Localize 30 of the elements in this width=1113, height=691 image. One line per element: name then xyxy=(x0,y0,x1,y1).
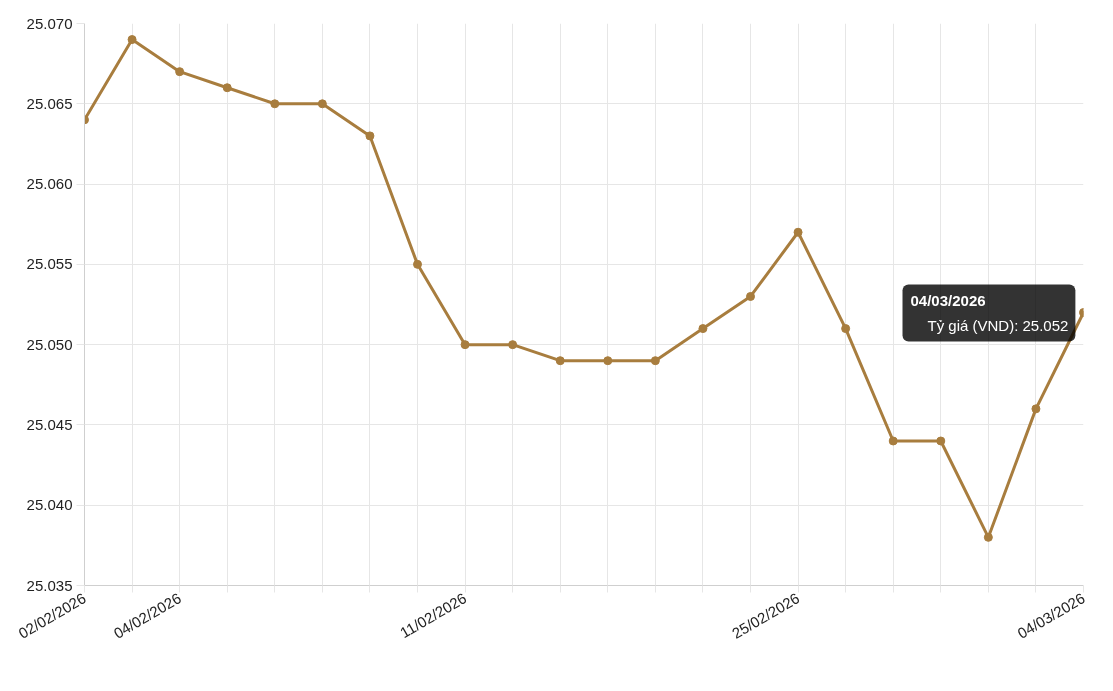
y-tick-label: 25.050 xyxy=(26,335,73,353)
point xyxy=(1031,404,1041,414)
point xyxy=(888,436,898,446)
y-tick-label: 25.045 xyxy=(26,415,73,433)
point xyxy=(508,340,518,350)
point xyxy=(603,356,613,366)
point xyxy=(365,131,375,141)
y-tick-label: 25.055 xyxy=(26,255,73,273)
y-tick-label: 25.065 xyxy=(26,94,73,112)
annotation: Tỷ giá (VND): 25.052 xyxy=(927,316,1069,334)
point xyxy=(460,340,470,350)
point xyxy=(127,35,137,45)
point xyxy=(793,227,803,237)
y-tick-label: 25.060 xyxy=(26,175,73,193)
point xyxy=(841,324,851,334)
point xyxy=(746,291,755,301)
point xyxy=(698,324,708,334)
point xyxy=(983,532,993,542)
point xyxy=(270,99,280,109)
point xyxy=(555,356,565,366)
point xyxy=(222,83,232,93)
point xyxy=(317,99,327,109)
point xyxy=(175,67,185,77)
point xyxy=(413,259,422,269)
annotation: 04/03/2026 xyxy=(910,291,986,309)
y-tick-label: 25.035 xyxy=(26,576,73,594)
point xyxy=(936,436,946,446)
y-tick-label: 25.040 xyxy=(26,496,73,514)
point xyxy=(650,356,660,366)
y-tick-label: 25.070 xyxy=(26,14,73,32)
